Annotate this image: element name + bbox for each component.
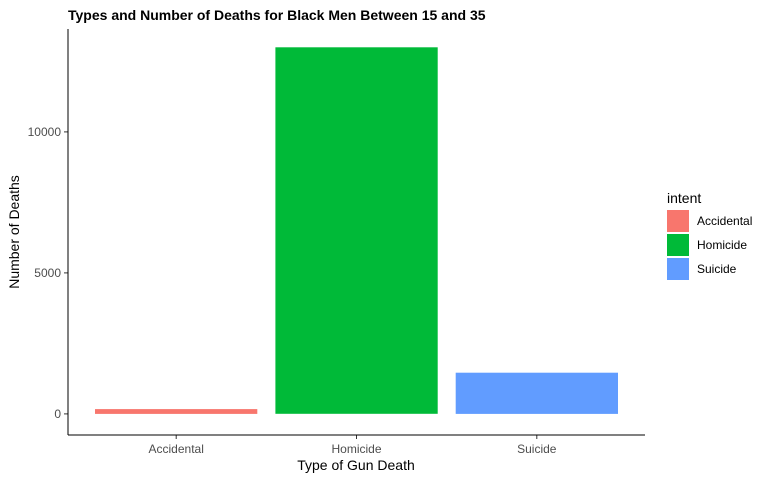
x-tick-label: Accidental (149, 442, 204, 456)
legend-title: intent (667, 190, 701, 206)
x-tick-label: Homicide (331, 442, 381, 456)
legend-label-homicide: Homicide (697, 238, 747, 252)
y-tick-label: 5000 (34, 266, 61, 280)
legend-key-suicide (667, 258, 689, 280)
bar-accidental (95, 409, 258, 414)
plot-area: 0 5000 10000 Accidental Homicide Suicide (28, 29, 645, 456)
y-axis-title: Number of Deaths (6, 175, 22, 289)
bars-group (95, 47, 618, 414)
x-axis-title: Type of Gun Death (297, 457, 415, 473)
chart-title: Types and Number of Deaths for Black Men… (68, 7, 486, 23)
y-axis-ticks: 0 5000 10000 (28, 125, 68, 421)
legend-items: Accidental Homicide Suicide (667, 210, 752, 280)
legend-key-accidental (667, 210, 689, 232)
bar-homicide (275, 47, 438, 414)
bar-suicide (455, 372, 618, 414)
y-tick-label: 10000 (28, 125, 62, 139)
legend: intent Accidental Homicide Suicide (667, 190, 752, 280)
legend-label-suicide: Suicide (697, 262, 737, 276)
y-tick-label: 0 (54, 407, 61, 421)
legend-label-accidental: Accidental (697, 214, 752, 228)
x-tick-label: Suicide (517, 442, 557, 456)
x-axis-ticks: Accidental Homicide Suicide (149, 435, 557, 456)
legend-key-homicide (667, 234, 689, 256)
